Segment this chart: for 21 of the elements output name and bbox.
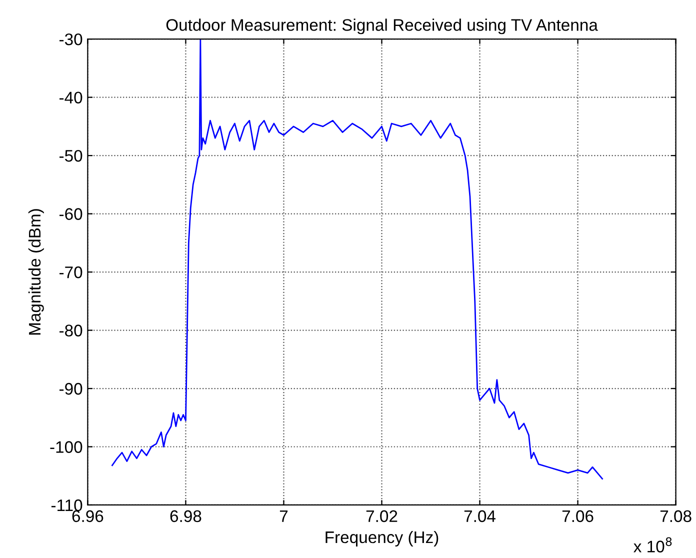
x-tick-label: 7.06 xyxy=(562,510,594,522)
x-axis-title: Frequency (Hz) xyxy=(326,530,438,546)
line-series xyxy=(112,39,603,480)
y-tick-label: -40 xyxy=(59,92,82,104)
x-tick-label: 7.04 xyxy=(464,510,496,522)
y-tick-label: -110 xyxy=(51,499,82,512)
y-tick-label: -80 xyxy=(59,324,82,336)
x-tick-label: 6.96 xyxy=(72,510,104,522)
text: x 10$^{8}$ xyxy=(634,537,672,552)
chart-title: Outdoor Measurement: Signal Received using TV Antenna xyxy=(166,18,598,34)
x-tick-label: 7 xyxy=(280,510,288,522)
y-tick-label: -70 xyxy=(59,266,82,278)
x-tick-label: 7.02 xyxy=(366,510,398,522)
y-tick-label: -100 xyxy=(50,441,82,453)
x-tick-label: 7.08 xyxy=(660,510,692,522)
y-tick-label: -90 xyxy=(59,382,82,395)
y-tick-label: -50 xyxy=(59,150,82,162)
y-tick-label: -30 xyxy=(59,33,82,46)
x-tick-label: 6.98 xyxy=(170,510,202,522)
y-axis-title: Magnitude (dBm) xyxy=(28,209,44,335)
y-tick-label: -60 xyxy=(59,208,82,220)
